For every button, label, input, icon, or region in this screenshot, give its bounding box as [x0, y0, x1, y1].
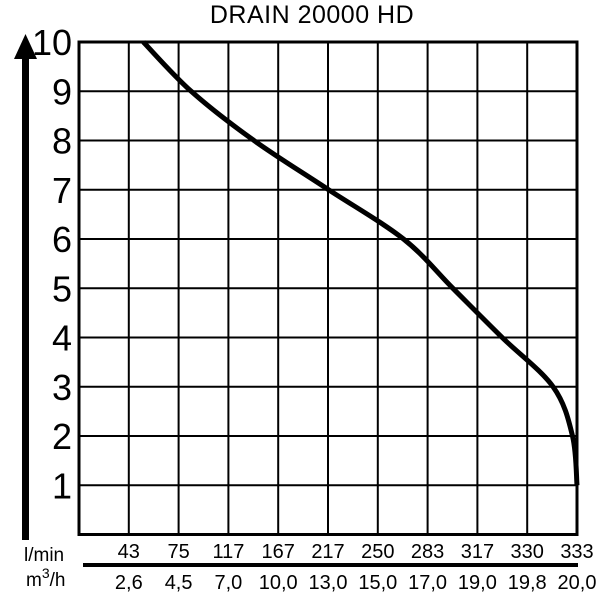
m3h-base: m [26, 570, 42, 591]
pump-curve [141, 40, 580, 486]
flow-lmin-value: 283 [411, 541, 444, 563]
head-tick-label: 6 [52, 219, 72, 260]
flow-m3h-value: 20,0 [558, 572, 597, 594]
flow-lmin-value: 317 [461, 541, 494, 563]
flow-lmin-value: 117 [212, 541, 244, 563]
y-axis-up-arrow-icon [14, 34, 37, 540]
head-tick-label: 4 [52, 318, 72, 359]
head-tick-label: 3 [52, 367, 72, 408]
head-tick-label: 10 [32, 22, 72, 63]
flow-m3h-value: 17,0 [408, 572, 447, 594]
flow-lmin-value: 43 [118, 541, 140, 563]
head-tick-label: 7 [52, 170, 72, 211]
m3h-rest: /h [49, 570, 66, 591]
flow-lmin-value: 330 [511, 541, 544, 563]
head-tick-label: 9 [52, 71, 72, 112]
grid-lines [77, 40, 579, 536]
plot-border [77, 40, 579, 536]
flow-m3h-value: 19,0 [458, 572, 497, 594]
head-tick-label: 8 [52, 121, 72, 162]
flow-unit-m3h-label: m3/h [26, 566, 66, 591]
chart-title: DRAIN 20000 HD [209, 1, 415, 29]
flow-lmin-value: 217 [311, 541, 344, 563]
head-tick-label: 5 [52, 268, 72, 309]
flow-m3h-value: 13,0 [309, 572, 348, 594]
flow-lmin-value: 75 [167, 541, 189, 563]
flow-unit-lmin-label: l/min [24, 546, 64, 565]
y-axis-tick-labels: 10 9 8 7 6 5 4 3 2 1 [32, 22, 72, 506]
m3h-superscript: 3 [41, 564, 50, 581]
lmin-text: l/min [24, 545, 65, 566]
pump-curve-line [141, 40, 580, 486]
flow-m3h-value: 4,5 [165, 572, 193, 594]
flow-lmin-value: 333 [560, 541, 593, 563]
head-tick-label: 2 [52, 416, 72, 457]
flow-m3h-value: 10,0 [259, 572, 298, 594]
head-tick-label: 1 [52, 465, 72, 506]
flow-lmin-value: 250 [361, 541, 394, 563]
flow-table-values: 43 75 117 167 217 250 283 317 330 333 2,6 4,5 7,0 10,… [115, 541, 597, 594]
unit-rows-separator-line [83, 563, 578, 567]
flow-m3h-value: 7,0 [214, 572, 242, 594]
flow-m3h-value: 2,6 [115, 572, 143, 594]
flow-m3h-value: 15,0 [358, 572, 397, 594]
flow-lmin-value: 167 [262, 541, 295, 563]
flow-m3h-value: 19,8 [508, 572, 547, 594]
